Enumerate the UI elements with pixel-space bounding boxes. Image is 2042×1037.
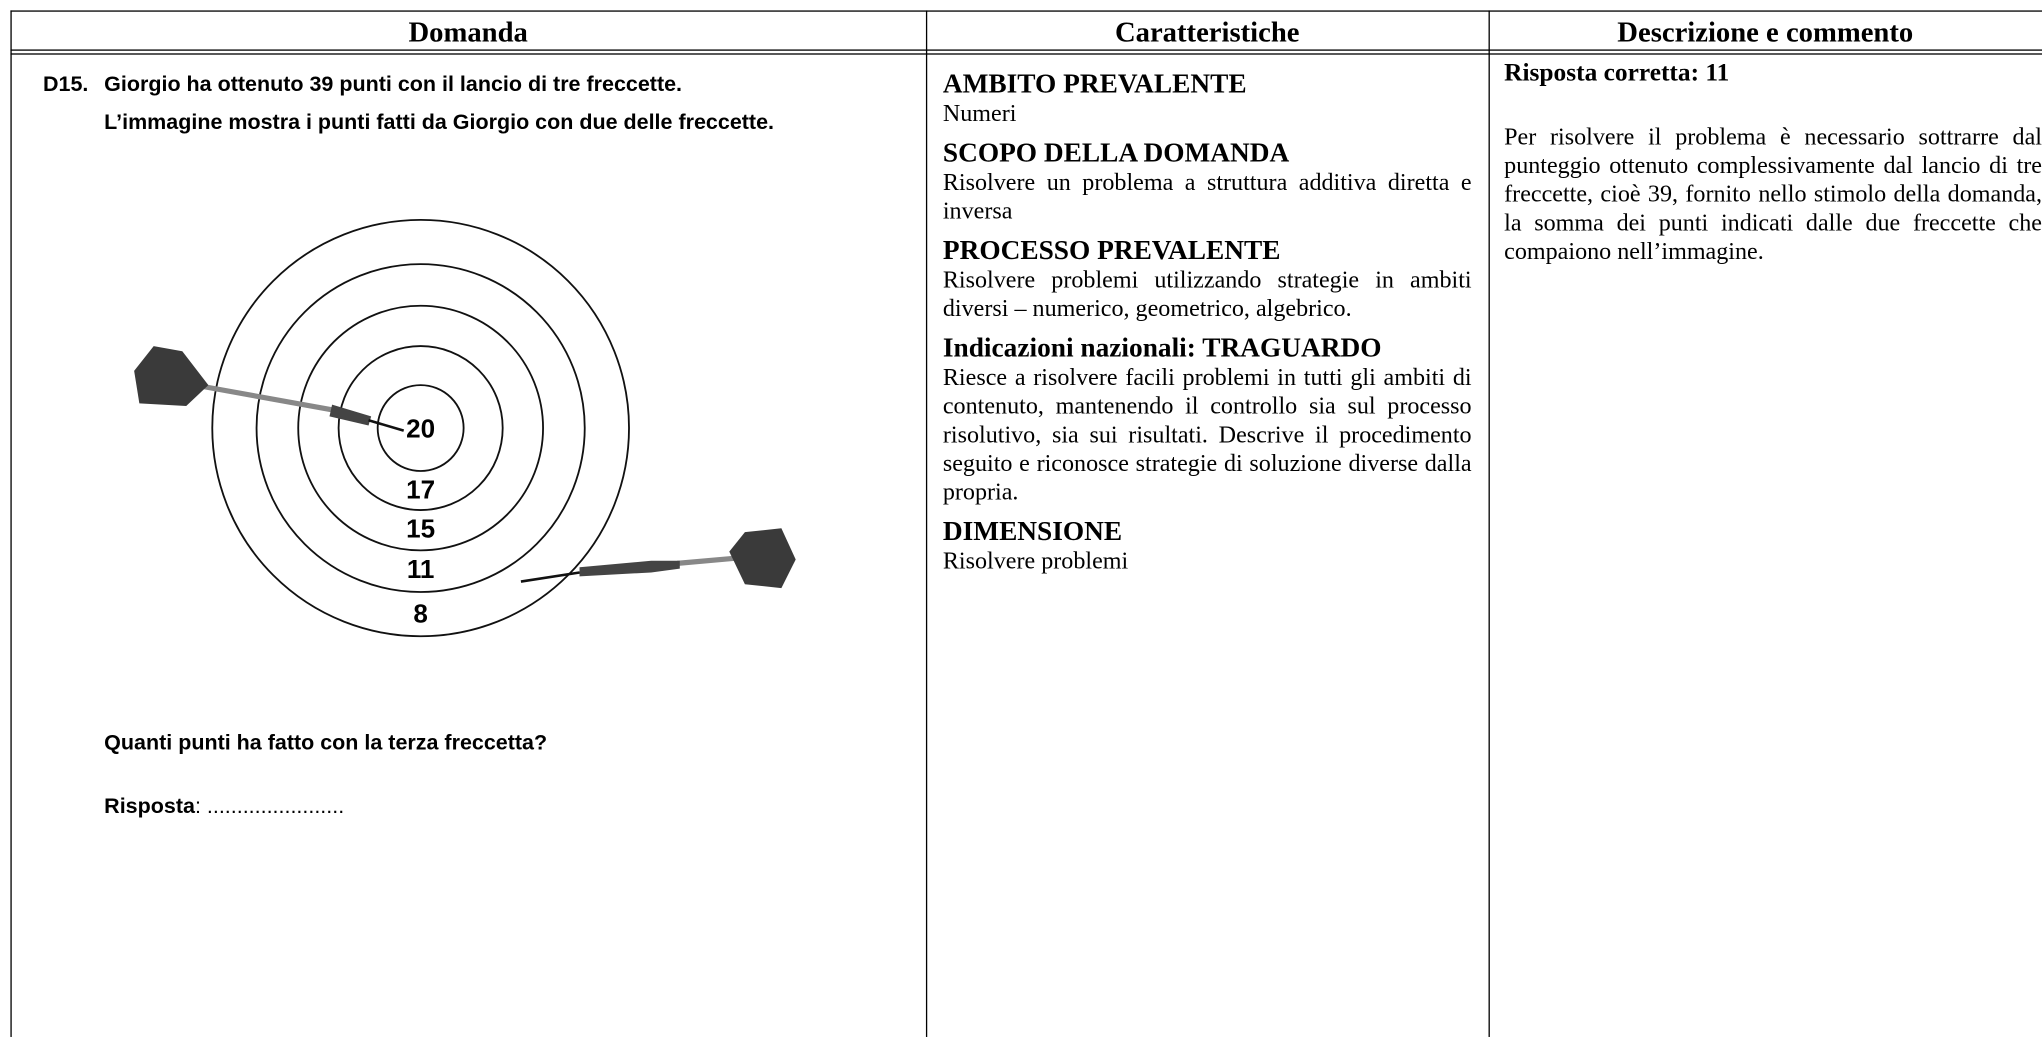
column-divider <box>1488 10 1490 1037</box>
column-header: Descrizione e commento <box>1617 15 1914 49</box>
target-label: 8 <box>413 598 427 628</box>
description-text: Per risolvere il problema è necessario s… <box>1504 124 2042 266</box>
target-label: 15 <box>406 514 435 544</box>
description: Risposta corretta: 11 Per risolvere il p… <box>1504 57 2042 266</box>
column-divider <box>925 10 928 1037</box>
dart <box>520 528 796 589</box>
question-text: L’immagine mostra i punti fatti da Giorg… <box>104 110 775 135</box>
target-label: 17 <box>406 475 435 505</box>
target-ring <box>255 263 586 593</box>
section-heading: Indicazioni nazionali: TRAGUARDO <box>942 331 1382 364</box>
header-rule <box>10 53 2042 55</box>
section-text: Risolvere problemi <box>942 549 1129 576</box>
dart <box>134 346 405 432</box>
column-header: Domanda <box>408 15 528 49</box>
question-prompt: Quanti punti ha fatto con la terza frecc… <box>104 731 548 755</box>
section-heading: SCOPO DELLA DOMANDA <box>942 136 1290 168</box>
answer-line: Risposta: ....................... <box>104 795 344 820</box>
target-ring <box>376 384 465 472</box>
header-rule <box>10 49 2042 51</box>
section-text: Risolvere un problema a struttura additi… <box>942 170 1472 226</box>
table-border <box>10 10 12 1037</box>
question-text: Giorgio ha ottenuto 39 punti con il lanc… <box>104 72 683 97</box>
answer-label: Risposta <box>104 794 195 819</box>
target-ring <box>297 304 544 552</box>
characteristics: AMBITO PREVALENTE Numeri SCOPO DELLA DOMAN… <box>943 68 1472 585</box>
section-heading: DIMENSIONE <box>942 515 1123 547</box>
question-number: D15. <box>42 72 89 97</box>
target-ring <box>211 218 630 638</box>
section-heading: PROCESSO PREVALENTE <box>942 234 1281 266</box>
target-ring <box>337 345 504 511</box>
correct-answer: Risposta corretta: 11 <box>1504 59 1730 88</box>
answer-blank: : ....................... <box>194 794 345 819</box>
section-text: Numeri <box>942 101 1017 128</box>
dartboard-figure: 20 17 15 11 8 <box>134 218 796 638</box>
section-text: Riesce a risolvere facili problemi in tu… <box>942 365 1472 507</box>
column-header: Caratteristiche <box>1114 15 1300 49</box>
target-label: 11 <box>407 554 435 584</box>
table-border <box>10 10 2042 12</box>
target-label: 20 <box>406 414 435 444</box>
section-heading: AMBITO PREVALENTE <box>942 67 1247 99</box>
section-text: Risolvere problemi utilizzando strategie… <box>942 268 1472 323</box>
